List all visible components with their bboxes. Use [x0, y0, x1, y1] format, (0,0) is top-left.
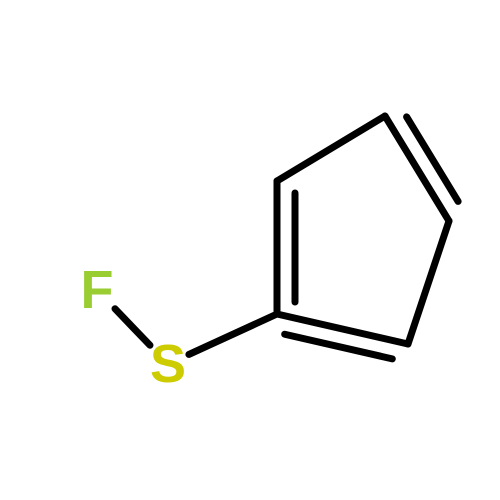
bond	[189, 314, 277, 354]
bond	[277, 116, 385, 181]
atom-label-f: F	[81, 260, 114, 320]
atom-label-s: S	[150, 334, 186, 394]
bond	[115, 309, 150, 345]
bond	[408, 221, 449, 344]
molecule-diagram: FS	[0, 0, 500, 500]
